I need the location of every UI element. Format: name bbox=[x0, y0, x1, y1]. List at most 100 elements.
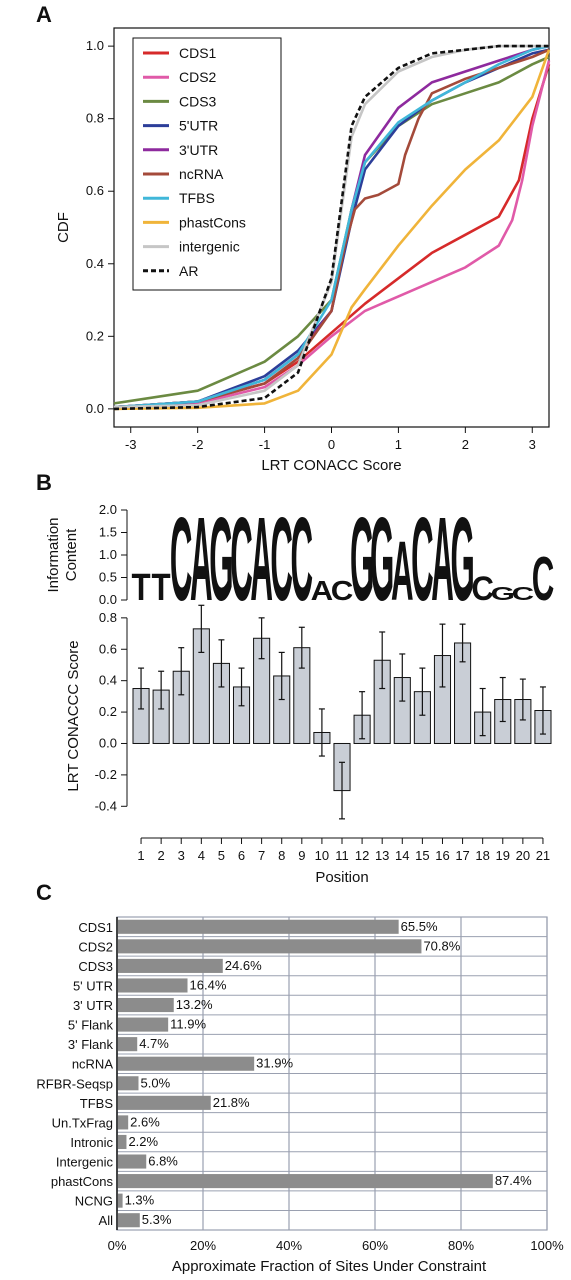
bar bbox=[118, 1154, 147, 1169]
category-label: Intronic bbox=[70, 1135, 113, 1150]
x-tick-label: 60% bbox=[362, 1238, 388, 1253]
logo-letter: A bbox=[311, 575, 334, 606]
bar-value-label: 6.8% bbox=[148, 1154, 178, 1169]
bar bbox=[118, 919, 399, 934]
x-tick-label: 3 bbox=[529, 437, 536, 452]
x-tick-label: -2 bbox=[192, 437, 204, 452]
y-tick-label: 0.2 bbox=[99, 704, 117, 719]
bar bbox=[118, 1193, 123, 1208]
category-label: phastCons bbox=[51, 1174, 114, 1189]
x-tick-label: 4 bbox=[198, 848, 205, 863]
logo-y-tick-label: 2.0 bbox=[99, 502, 117, 517]
bar bbox=[118, 1056, 255, 1071]
panel-label-b: B bbox=[36, 470, 52, 495]
x-axis-label: Approximate Fraction of Sites Under Cons… bbox=[172, 1258, 487, 1275]
x-tick-label: 15 bbox=[415, 848, 429, 863]
series-line-cds2 bbox=[113, 60, 551, 409]
x-tick-label: 100% bbox=[530, 1238, 564, 1253]
x-tick-label: 7 bbox=[258, 848, 265, 863]
y-tick-label: -0.4 bbox=[95, 798, 117, 813]
bar bbox=[118, 1115, 129, 1130]
category-label: CDS1 bbox=[78, 920, 113, 935]
x-tick-label: 13 bbox=[375, 848, 389, 863]
x-tick-label: 21 bbox=[536, 848, 550, 863]
x-tick-label: 9 bbox=[298, 848, 305, 863]
logo-letter: T bbox=[152, 567, 171, 608]
bar bbox=[118, 1174, 493, 1189]
bar bbox=[118, 1095, 211, 1110]
category-label: 3' UTR bbox=[73, 998, 113, 1013]
logo-letter: A bbox=[250, 493, 273, 626]
category-label: CDS2 bbox=[78, 939, 113, 954]
category-label: 3' Flank bbox=[68, 1037, 114, 1052]
logo-letter: G bbox=[491, 584, 515, 604]
logo-y-tick-label: 1.0 bbox=[99, 547, 117, 562]
logo-y-axis-label: Information bbox=[45, 517, 62, 592]
x-tick-label: 20 bbox=[516, 848, 530, 863]
legend-label: 3'UTR bbox=[179, 142, 218, 158]
category-label: ncRNA bbox=[72, 1057, 114, 1072]
category-label: All bbox=[99, 1213, 114, 1228]
logo-letter: G bbox=[350, 493, 374, 626]
x-tick-label: 12 bbox=[355, 848, 369, 863]
bar-value-label: 24.6% bbox=[225, 958, 262, 973]
x-tick-label: -3 bbox=[125, 437, 137, 452]
bar-value-label: 11.9% bbox=[170, 1017, 206, 1032]
logo-letter: G bbox=[450, 493, 474, 626]
x-tick-label: 19 bbox=[496, 848, 510, 863]
y-tick-label: 0.8 bbox=[86, 111, 104, 126]
x-tick-label: -1 bbox=[259, 437, 271, 452]
category-label: TFBS bbox=[80, 1096, 114, 1111]
y-tick-label: 0.4 bbox=[86, 256, 104, 271]
bar-value-label: 5.0% bbox=[141, 1075, 171, 1090]
bar-value-label: 2.2% bbox=[128, 1134, 158, 1149]
x-tick-label: 40% bbox=[276, 1238, 302, 1253]
bar-value-label: 70.8% bbox=[423, 938, 460, 953]
logo-letter: C bbox=[230, 493, 253, 626]
legend-label: phastCons bbox=[179, 214, 246, 230]
x-tick-label: 1 bbox=[137, 848, 144, 863]
bar-value-label: 16.4% bbox=[190, 977, 227, 992]
bar-value-label: 87.4% bbox=[495, 1173, 532, 1188]
bar bbox=[118, 1037, 138, 1052]
logo-letter: C bbox=[471, 569, 494, 608]
logo-letter: C bbox=[512, 584, 535, 604]
x-tick-label: 18 bbox=[475, 848, 489, 863]
category-label: Un.TxFrag bbox=[52, 1115, 113, 1130]
logo-letter: C bbox=[291, 493, 314, 626]
y-tick-label: 0.6 bbox=[99, 641, 117, 656]
x-tick-label: 11 bbox=[335, 848, 349, 863]
category-label: Intergenic bbox=[56, 1155, 114, 1170]
bar bbox=[118, 1213, 140, 1228]
bar-value-label: 1.3% bbox=[125, 1193, 155, 1208]
bar-value-label: 31.9% bbox=[256, 1056, 293, 1071]
bar-value-label: 13.2% bbox=[176, 997, 213, 1012]
x-tick-label: 0% bbox=[108, 1238, 127, 1253]
x-axis-label: LRT CONACC Score bbox=[261, 457, 401, 474]
legend-label: AR bbox=[179, 263, 198, 279]
bar-value-label: 5.3% bbox=[142, 1212, 172, 1227]
logo-letter: C bbox=[170, 493, 193, 626]
logo-letter: C bbox=[411, 493, 434, 626]
legend-label: intergenic bbox=[179, 239, 240, 255]
position-bar-chart: -0.4 -0.2 0.0 0.2 0.4 0.6 0.8 LRT CONACCC Score… bbox=[65, 604, 552, 886]
bar-value-label: 21.8% bbox=[213, 1095, 250, 1110]
legend-label: TFBS bbox=[179, 190, 215, 206]
y-tick-label: -0.2 bbox=[95, 767, 117, 782]
y-tick-label: 0.0 bbox=[99, 735, 117, 750]
bar bbox=[118, 978, 188, 993]
series-line-tfbs bbox=[113, 44, 550, 409]
x-tick-label: 0 bbox=[328, 437, 335, 452]
x-axis-label: Position bbox=[315, 869, 368, 886]
y-axis-label: LRT CONACCC Score bbox=[65, 640, 82, 791]
cdf-chart: -3 -2 -1 0 1 2 3 0.0 0.2 0.4 0.6 0.8 1.0 LRT CONACC S… bbox=[55, 27, 551, 474]
bar-value-label: 2.6% bbox=[130, 1114, 160, 1129]
x-tick-label: 17 bbox=[455, 848, 469, 863]
logo-letter: G bbox=[370, 493, 394, 626]
x-tick-label: 16 bbox=[435, 848, 449, 863]
panel-label-a: A bbox=[36, 2, 52, 27]
y-tick-label: 0.2 bbox=[86, 328, 104, 343]
category-label: CDS3 bbox=[78, 959, 113, 974]
